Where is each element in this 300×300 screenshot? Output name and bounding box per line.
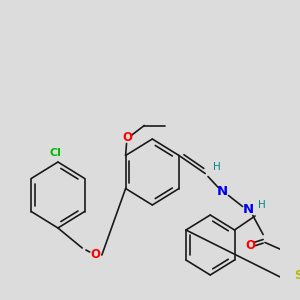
Text: N: N — [243, 203, 254, 216]
Text: O: O — [122, 131, 133, 144]
Text: H: H — [257, 200, 265, 211]
Text: H: H — [213, 163, 220, 172]
Text: N: N — [216, 185, 228, 198]
Text: O: O — [245, 239, 255, 252]
Text: Cl: Cl — [49, 148, 61, 158]
Text: O: O — [90, 248, 100, 260]
Text: S: S — [294, 269, 300, 282]
